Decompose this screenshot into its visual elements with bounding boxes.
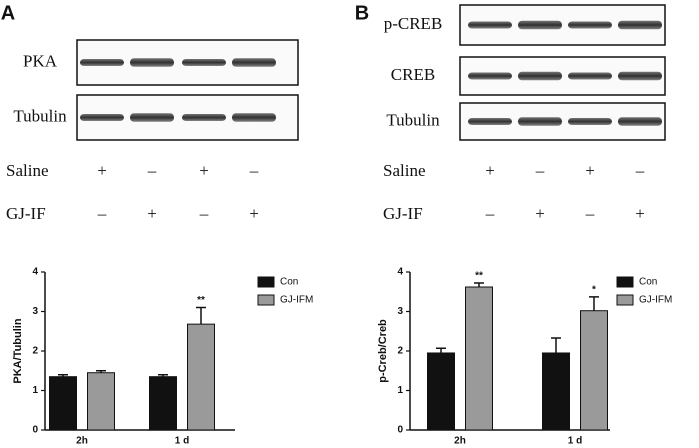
treatment-mark: – (535, 161, 545, 180)
blot-band (618, 71, 662, 81)
blot-label: Tubulin (386, 110, 440, 129)
y-tick-label: 0 (32, 425, 38, 436)
legend-swatch (616, 276, 634, 288)
panel-letter: A (1, 2, 15, 24)
blot-band (518, 117, 562, 126)
treatment-mark: – (249, 161, 259, 180)
blot-band (468, 21, 512, 29)
treatment-label: GJ-IF (383, 204, 423, 223)
legend-label: GJ-IFM (280, 295, 313, 306)
treatment-mark: – (97, 204, 107, 223)
blot-band (618, 117, 662, 126)
bar (580, 310, 608, 431)
legend-swatch (257, 294, 275, 306)
treatment-mark: – (585, 204, 595, 223)
error-bar (96, 370, 106, 373)
y-tick-label: 2 (32, 346, 38, 357)
y-tick-label: 0 (397, 425, 403, 436)
treatment-mark: – (147, 161, 157, 180)
blot-band (568, 72, 612, 80)
blot-band (130, 113, 174, 122)
blot-band (182, 59, 226, 66)
blot-band (518, 20, 562, 30)
significance-label: * (592, 285, 596, 296)
panel-letter: B (355, 2, 369, 24)
treatment-mark: + (249, 204, 259, 223)
blot-band (568, 21, 612, 29)
significance-label: ** (197, 295, 205, 306)
y-tick-label: 4 (397, 267, 403, 278)
treatment-mark: + (147, 204, 157, 223)
blot-label: PKA (23, 51, 58, 70)
blot-band (130, 58, 174, 67)
treatment-mark: + (485, 161, 495, 180)
treatment-mark: + (199, 161, 209, 180)
treatment-mark: – (199, 204, 209, 223)
legend-swatch (616, 294, 634, 306)
error-bar (551, 337, 561, 353)
x-tick-label: 1 d (175, 436, 189, 447)
error-bar (196, 306, 206, 325)
bar (465, 286, 493, 431)
treatment-label: GJ-IF (6, 204, 46, 223)
y-tick-label: 1 (32, 385, 38, 396)
y-tick-label: 2 (397, 346, 403, 357)
treatment-mark: + (535, 204, 545, 223)
y-axis-label: PKA/Tubulin (12, 318, 24, 383)
bar (87, 372, 115, 431)
significance-label: ** (475, 271, 483, 282)
x-tick-label: 2h (454, 436, 466, 447)
bar (149, 376, 177, 431)
x-tick-label: 1 d (568, 436, 582, 447)
legend-swatch (257, 276, 275, 288)
treatment-mark: + (585, 161, 595, 180)
error-bar (436, 347, 446, 353)
blot-band (518, 71, 562, 81)
error-bar (158, 373, 168, 377)
blot-band (468, 118, 512, 125)
blot-band (80, 59, 124, 66)
bar (542, 352, 570, 431)
bar (427, 352, 455, 431)
blot-band (468, 72, 512, 80)
legend-label: GJ-IFM (639, 295, 672, 306)
treatment-label: Saline (6, 161, 49, 180)
treatment-mark: – (635, 161, 645, 180)
treatment-label: Saline (383, 161, 426, 180)
y-tick-label: 4 (32, 267, 38, 278)
blot-label: p-CREB (384, 14, 443, 33)
blot-label: CREB (391, 65, 435, 84)
y-tick-label: 3 (32, 306, 38, 317)
bar (187, 323, 215, 431)
bar (49, 376, 77, 431)
blot-band (232, 113, 276, 122)
legend-label: Con (639, 277, 657, 288)
y-axis-label: p-Creb/Creb (377, 319, 389, 383)
legend-label: Con (280, 277, 298, 288)
y-tick-label: 3 (397, 306, 403, 317)
blot-band (568, 118, 612, 125)
x-tick-label: 2h (76, 436, 88, 447)
blot-band (182, 114, 226, 121)
treatment-mark: – (485, 204, 495, 223)
error-bar (474, 282, 484, 288)
blot-band (232, 58, 276, 67)
treatment-mark: + (97, 161, 107, 180)
error-bar (589, 296, 599, 311)
blot-band (618, 20, 662, 30)
blot-label: Tubulin (13, 106, 67, 125)
treatment-mark: + (635, 204, 645, 223)
error-bar (58, 373, 68, 377)
y-tick-label: 1 (397, 385, 403, 396)
blot-band (80, 114, 124, 121)
